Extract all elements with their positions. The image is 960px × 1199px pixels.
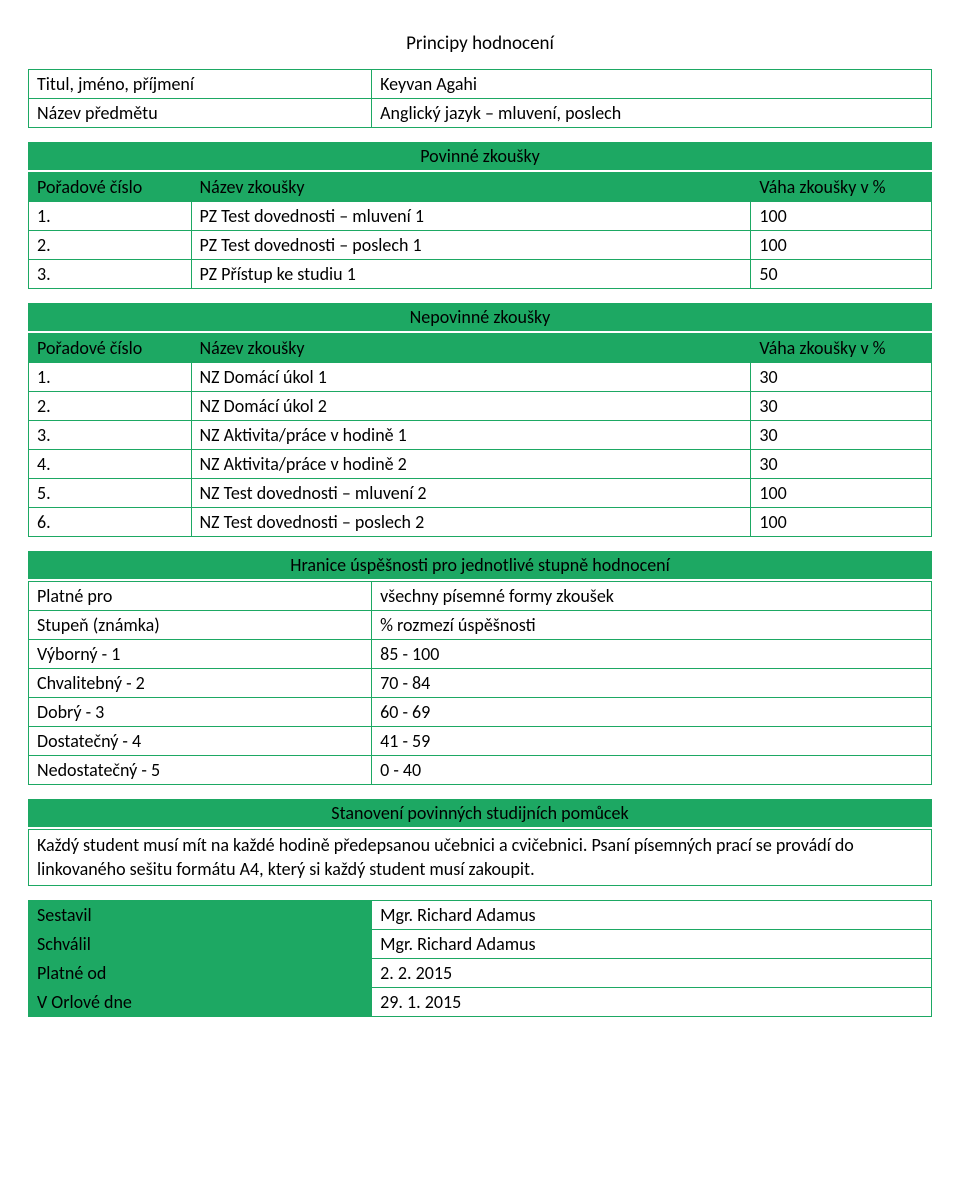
table-row: V Orlové dne29. 1. 2015 [29, 987, 932, 1016]
exam-weight: 30 [751, 392, 932, 421]
exam-weight: 100 [751, 479, 932, 508]
exam-num: 1. [29, 363, 192, 392]
optional-banner: Nepovinné zkoušky [28, 303, 932, 331]
table-row: Dobrý - 360 - 69 [29, 698, 932, 727]
row-value: Anglický jazyk – mluvení, poslech [372, 99, 932, 128]
row-value: 41 - 59 [372, 727, 932, 756]
table-row: Titul, jméno, příjmeníKeyvan Agahi [29, 70, 932, 99]
grading-banner: Hranice úspěšnosti pro jednotlivé stupně… [28, 551, 932, 579]
table-row: Stupeň (známka)% rozmezí úspěšnosti [29, 611, 932, 640]
mandatory-banner: Povinné zkoušky [28, 142, 932, 170]
mandatory-header-weight: Váha zkoušky v % [751, 173, 932, 202]
page-title: Principy hodnocení [28, 32, 932, 55]
exam-num: 5. [29, 479, 192, 508]
row-label: Sestavil [29, 900, 372, 929]
row-label: Platné pro [29, 582, 372, 611]
row-label: Platné od [29, 958, 372, 987]
footer-table: SestavilMgr. Richard AdamusSchválilMgr. … [28, 900, 932, 1017]
exam-num: 2. [29, 231, 192, 260]
exam-weight: 30 [751, 363, 932, 392]
table-row: Platné provšechny písemné formy zkoušek [29, 582, 932, 611]
exam-name: NZ Domácí úkol 1 [191, 363, 751, 392]
mandatory-header-name: Název zkoušky [191, 173, 751, 202]
exam-weight: 50 [751, 260, 932, 289]
exam-weight: 100 [751, 508, 932, 537]
exam-num: 3. [29, 421, 192, 450]
row-label: Výborný - 1 [29, 640, 372, 669]
table-row: Nedostatečný - 50 - 40 [29, 756, 932, 785]
row-label: Schválil [29, 929, 372, 958]
exam-num: 4. [29, 450, 192, 479]
table-row: 3.NZ Aktivita/práce v hodině 130 [29, 421, 932, 450]
row-value: 0 - 40 [372, 756, 932, 785]
mandatory-tbody: 1.PZ Test dovednosti – mluvení 11002.PZ … [29, 202, 932, 289]
table-row: Platné od2. 2. 2015 [29, 958, 932, 987]
row-value: 85 - 100 [372, 640, 932, 669]
row-label: Dobrý - 3 [29, 698, 372, 727]
exam-weight: 100 [751, 231, 932, 260]
table-row: 2.NZ Domácí úkol 230 [29, 392, 932, 421]
table-row: 6.NZ Test dovednosti – poslech 2100 [29, 508, 932, 537]
row-label: Stupeň (známka) [29, 611, 372, 640]
row-label: V Orlové dne [29, 987, 372, 1016]
table-row: Dostatečný - 441 - 59 [29, 727, 932, 756]
row-value: 29. 1. 2015 [372, 987, 932, 1016]
mandatory-header-num: Pořadové číslo [29, 173, 192, 202]
supplies-text: Každý student musí mít na každé hodině p… [28, 829, 932, 886]
exam-name: PZ Test dovednosti – poslech 1 [191, 231, 751, 260]
table-row: 4.NZ Aktivita/práce v hodině 230 [29, 450, 932, 479]
footer-tbody: SestavilMgr. Richard AdamusSchválilMgr. … [29, 900, 932, 1016]
exam-weight: 30 [751, 421, 932, 450]
exam-name: PZ Test dovednosti – mluvení 1 [191, 202, 751, 231]
row-value: Keyvan Agahi [372, 70, 932, 99]
info-tbody: Titul, jméno, příjmeníKeyvan AgahiNázev … [29, 70, 932, 128]
table-row: SestavilMgr. Richard Adamus [29, 900, 932, 929]
table-row: 1.NZ Domácí úkol 130 [29, 363, 932, 392]
row-value: 60 - 69 [372, 698, 932, 727]
exam-num: 1. [29, 202, 192, 231]
table-row: Výborný - 185 - 100 [29, 640, 932, 669]
table-row: Název předmětuAnglický jazyk – mluvení, … [29, 99, 932, 128]
exam-name: NZ Domácí úkol 2 [191, 392, 751, 421]
table-row: SchválilMgr. Richard Adamus [29, 929, 932, 958]
row-label: Dostatečný - 4 [29, 727, 372, 756]
row-value: všechny písemné formy zkoušek [372, 582, 932, 611]
optional-header-weight: Váha zkoušky v % [751, 334, 932, 363]
optional-table: Pořadové číslo Název zkoušky Váha zkoušk… [28, 333, 932, 537]
table-row: 5.NZ Test dovednosti – mluvení 2100 [29, 479, 932, 508]
exam-name: PZ Přístup ke studiu 1 [191, 260, 751, 289]
exam-weight: 100 [751, 202, 932, 231]
row-value: 2. 2. 2015 [372, 958, 932, 987]
exam-num: 6. [29, 508, 192, 537]
table-row: 2.PZ Test dovednosti – poslech 1100 [29, 231, 932, 260]
table-row: Chvalitebný - 270 - 84 [29, 669, 932, 698]
exam-name: NZ Test dovednosti – poslech 2 [191, 508, 751, 537]
row-value: 70 - 84 [372, 669, 932, 698]
row-label: Chvalitebný - 2 [29, 669, 372, 698]
optional-tbody: 1.NZ Domácí úkol 1302.NZ Domácí úkol 230… [29, 363, 932, 537]
table-row: 1.PZ Test dovednosti – mluvení 1100 [29, 202, 932, 231]
grading-table: Platné provšechny písemné formy zkoušekS… [28, 581, 932, 785]
mandatory-table: Pořadové číslo Název zkoušky Váha zkoušk… [28, 172, 932, 289]
optional-header-name: Název zkoušky [191, 334, 751, 363]
exam-num: 3. [29, 260, 192, 289]
row-label: Titul, jméno, příjmení [29, 70, 372, 99]
grading-tbody: Platné provšechny písemné formy zkoušekS… [29, 582, 932, 785]
supplies-banner: Stanovení povinných studijních pomůcek [28, 799, 932, 827]
row-value: % rozmezí úspěšnosti [372, 611, 932, 640]
optional-header-num: Pořadové číslo [29, 334, 192, 363]
exam-weight: 30 [751, 450, 932, 479]
exam-name: NZ Aktivita/práce v hodině 2 [191, 450, 751, 479]
row-label: Název předmětu [29, 99, 372, 128]
row-value: Mgr. Richard Adamus [372, 900, 932, 929]
exam-num: 2. [29, 392, 192, 421]
row-value: Mgr. Richard Adamus [372, 929, 932, 958]
info-table: Titul, jméno, příjmeníKeyvan AgahiNázev … [28, 69, 932, 128]
row-label: Nedostatečný - 5 [29, 756, 372, 785]
exam-name: NZ Aktivita/práce v hodině 1 [191, 421, 751, 450]
table-row: 3.PZ Přístup ke studiu 150 [29, 260, 932, 289]
exam-name: NZ Test dovednosti – mluvení 2 [191, 479, 751, 508]
